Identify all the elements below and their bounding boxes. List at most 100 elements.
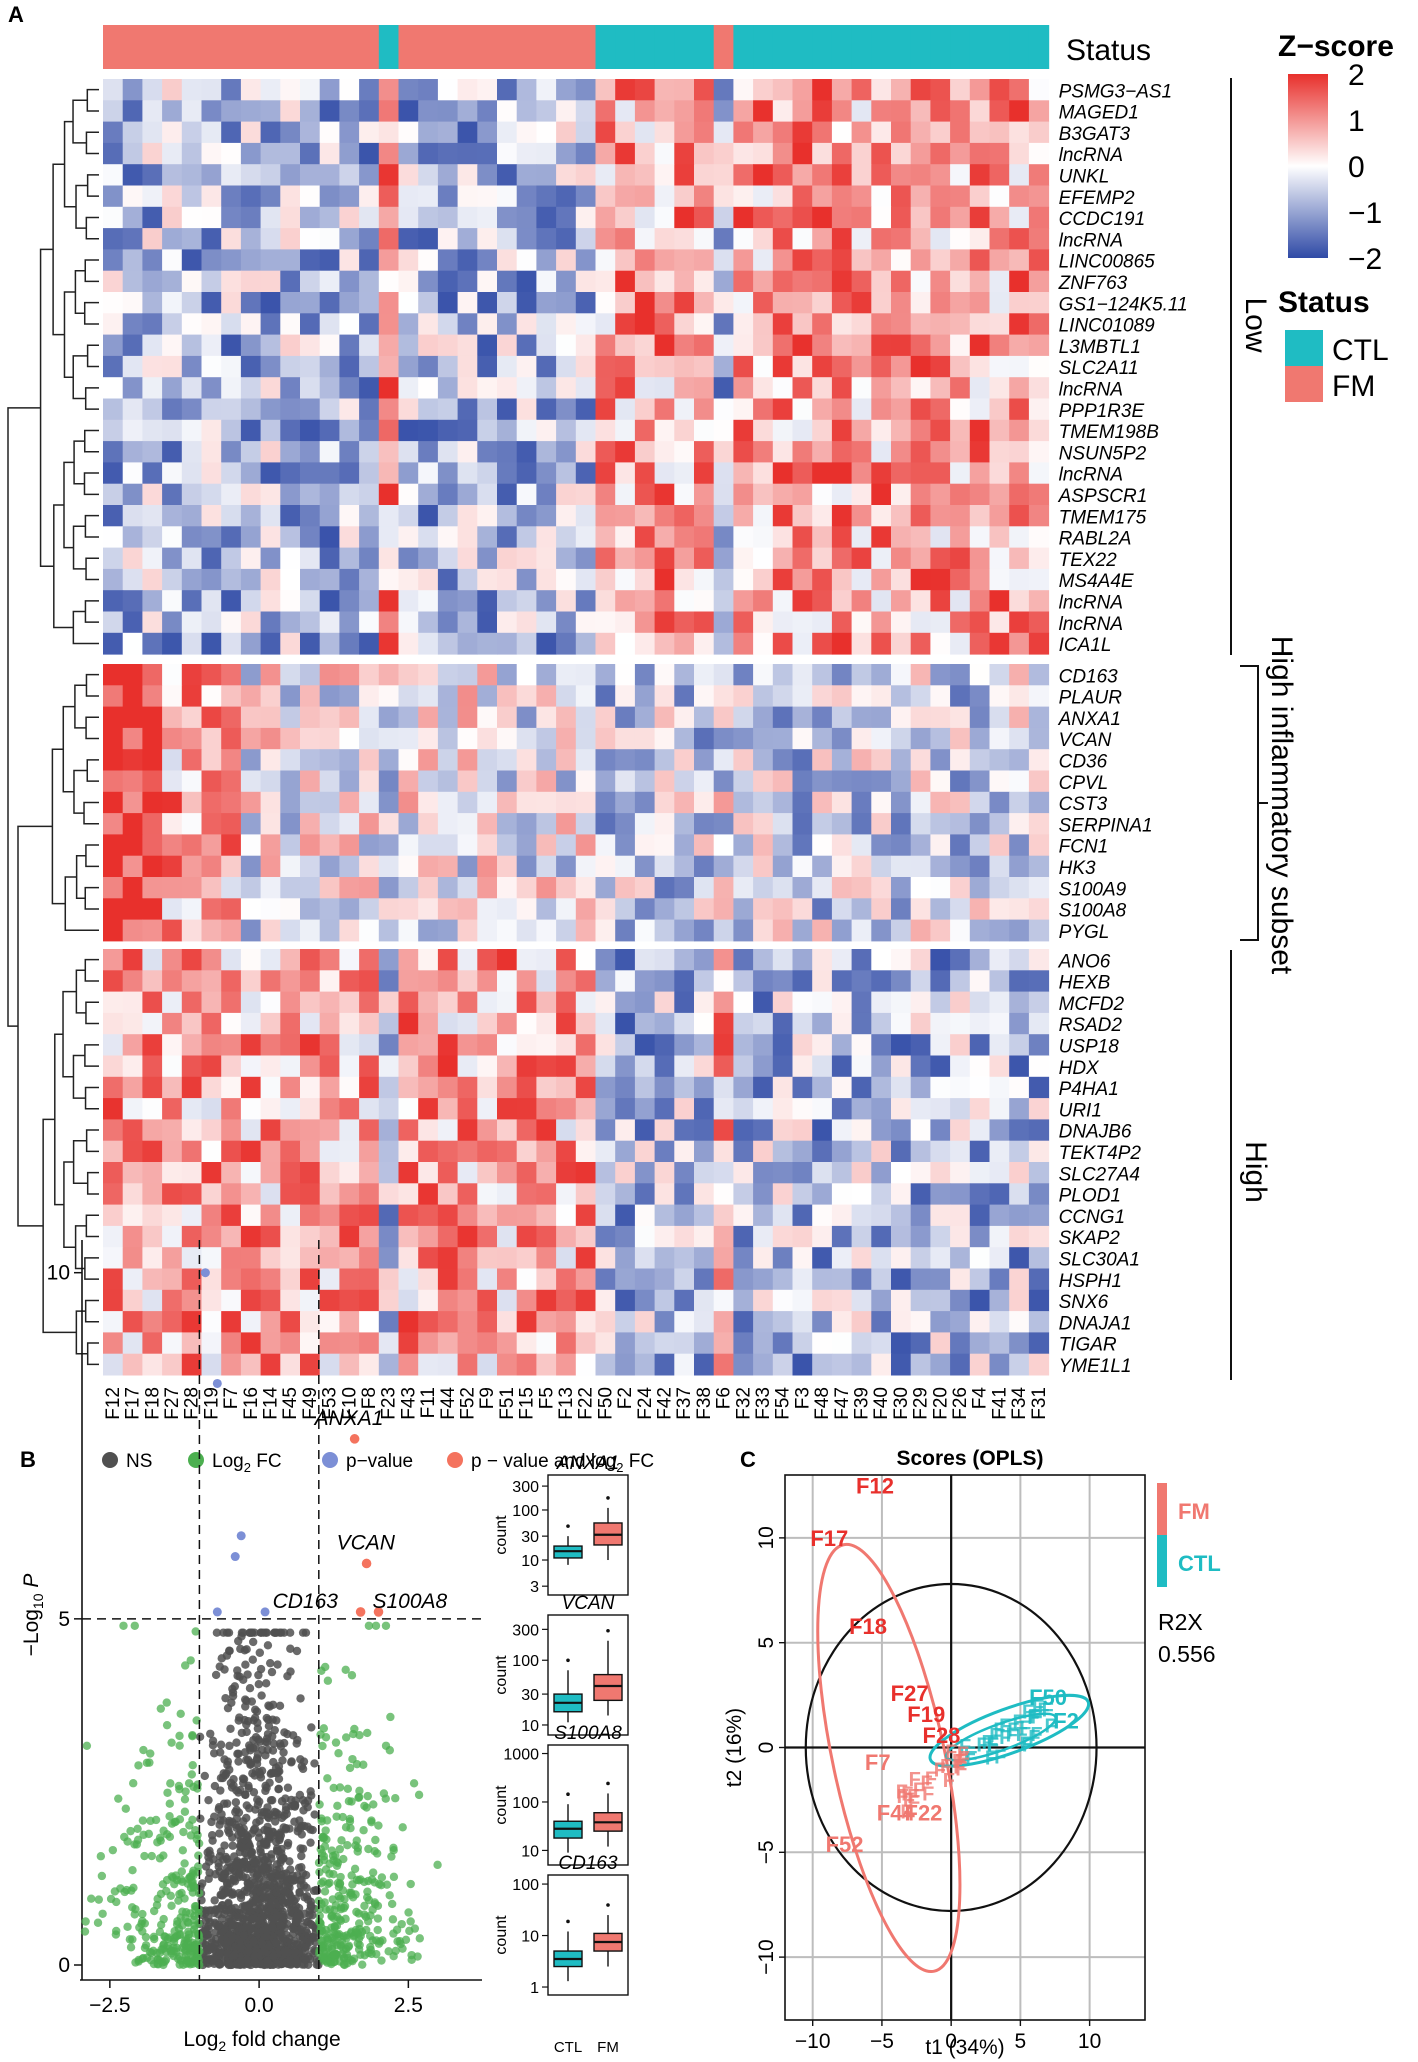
volcano-pvalue-point [212,1607,222,1617]
heatmap-cell [280,611,301,634]
volcano-point [260,1863,269,1872]
heatmap-cell [280,991,301,1014]
volcano-point [223,1884,233,1893]
heatmap-cell [910,185,931,208]
heatmap-cell [654,970,675,993]
heatmap-cell [930,1162,951,1184]
heatmap-cell [733,142,754,165]
heatmap-cell [831,164,853,186]
heatmap-cell [634,185,656,208]
heatmap-cell [891,568,912,591]
heatmap-cell [910,855,931,878]
heatmap-cell [575,313,596,336]
heatmap-cell [595,483,616,506]
heatmap-cell [871,664,892,686]
heatmap-cell [812,121,833,144]
heatmap-cell [871,1268,892,1291]
heatmap-cell [910,611,931,634]
heatmap-cell [1028,1268,1050,1291]
gene-label: S100A9 [1059,879,1127,900]
heatmap-cell [713,185,734,208]
volcano-point [362,1925,371,1935]
heatmap-cell [300,100,321,123]
heatmap-cell [103,142,124,165]
volcano-point [180,1807,190,1816]
heatmap-cell [221,1140,242,1163]
status-legend-ctl-label: CTL [1332,334,1389,367]
heatmap-cell [181,727,202,750]
volcano-point [320,1949,329,1958]
heatmap-cell [300,505,321,527]
heatmap-cell [457,590,478,612]
heatmap-cell [556,142,577,165]
volcano-point [138,1927,147,1936]
heatmap-cell [556,547,577,570]
gene-label: TIGAR [1059,1335,1117,1356]
volcano-point [285,1896,295,1905]
heatmap-cell [812,483,833,506]
volcano-point [295,1888,304,1898]
heatmap-cell [378,79,399,101]
heatmap-cell [103,313,124,336]
heatmap-cell [654,706,675,729]
heatmap-cell [162,1119,183,1142]
heatmap-cell [733,1098,754,1120]
heatmap-cell [733,949,754,971]
volcano-point [267,1667,277,1677]
heatmap-cell [221,547,242,570]
heatmap-cell [516,1225,537,1248]
heatmap-cell [516,664,537,686]
heatmap-cell [969,547,990,570]
heatmap-cell [142,770,163,793]
heatmap-cell [615,568,636,591]
heatmap-cell [300,142,321,165]
gene-label: FCN1 [1059,837,1109,858]
heatmap-cell [595,1012,616,1035]
heatmap-cell [595,1183,616,1206]
heatmap-cell [339,228,360,250]
heatmap-cell [713,142,734,165]
volcano-point [290,1817,299,1826]
gene-label: RSAD2 [1059,1015,1123,1036]
heatmap-cell [398,590,419,612]
heatmap-cell [280,1183,301,1206]
heatmap-cell [575,1012,596,1035]
heatmap-cell [516,1183,537,1206]
heatmap-cell [910,1076,931,1099]
heatmap-cell [457,1311,478,1333]
heatmap-cell [536,505,557,527]
heatmap-cell [930,1076,951,1099]
heatmap-cell [851,228,872,250]
heatmap-cell [122,664,143,686]
heatmap-cell [989,611,1010,634]
heatmap-cell [477,706,498,729]
heatmap-cell [812,632,833,655]
heatmap-cell [989,1140,1010,1163]
heatmap-cell [871,632,892,655]
heatmap-cell [930,1332,951,1355]
heatmap-cell [201,664,222,686]
volcano-point [344,1797,354,1806]
heatmap-cell [910,1034,931,1056]
heatmap-cell [733,1076,754,1099]
heatmap-cell [162,419,183,442]
heatmap-cell [103,1119,124,1142]
heatmap-cell [772,568,793,591]
heatmap-cell [753,590,774,612]
heatmap-cell [575,185,596,208]
heatmap-cell [595,505,616,527]
heatmap-cell [418,377,439,399]
heatmap-cell [221,632,242,655]
heatmap-cell [772,292,793,314]
heatmap-cell [359,664,380,686]
heatmap-cell [260,685,281,708]
heatmap-cell [142,590,163,612]
heatmap-cell [1028,1140,1050,1163]
heatmap-cell [989,483,1010,506]
heatmap-cell [339,142,360,165]
volcano-point [308,1911,317,1920]
heatmap-cell [181,1140,202,1163]
heatmap-cell [418,142,439,165]
heatmap-cell [201,121,222,144]
heatmap-cell [457,813,478,835]
